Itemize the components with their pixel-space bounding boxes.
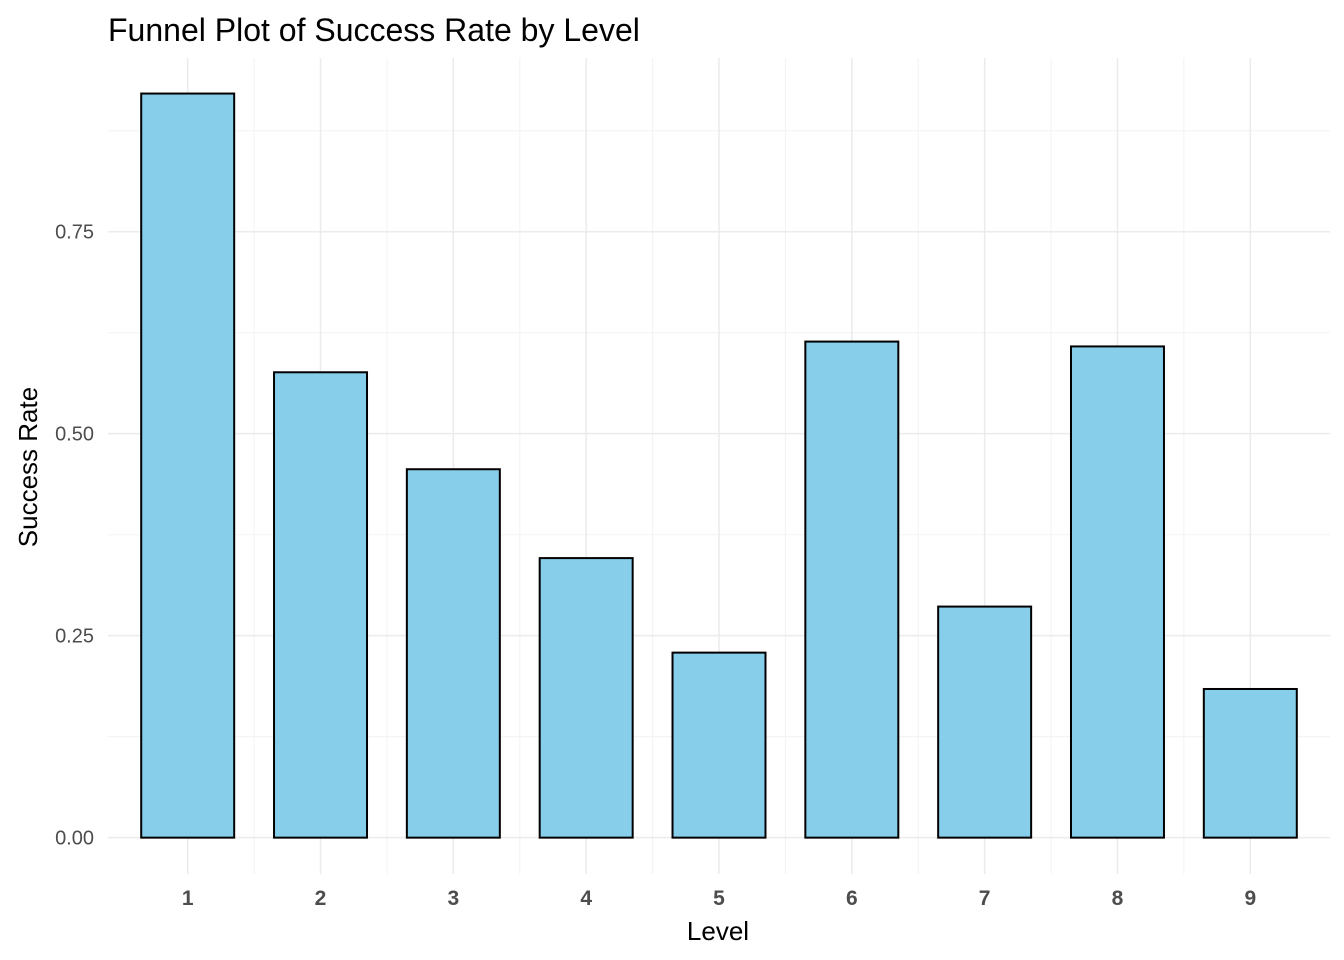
x-tick-label: 1 <box>182 887 194 910</box>
x-tick-label: 7 <box>979 887 991 910</box>
x-axis-tick-labels: 1 2 3 4 5 6 7 8 9 <box>182 887 1256 910</box>
x-tick-label: 2 <box>315 887 327 910</box>
chart-title: Funnel Plot of Success Rate by Level <box>108 12 640 48</box>
x-tick-label: 5 <box>713 887 725 910</box>
bar-level-3 <box>405 468 501 839</box>
bar-level-7 <box>937 605 1033 839</box>
x-tick-label: 9 <box>1244 887 1256 910</box>
bar-level-9 <box>1202 687 1298 839</box>
y-tick-label: 0.75 <box>55 222 94 244</box>
y-tick-label: 0.25 <box>55 626 94 648</box>
y-tick-label: 0.50 <box>55 424 94 446</box>
bar-level-4 <box>538 557 634 839</box>
bar-level-5 <box>671 651 767 839</box>
bar-level-1 <box>140 92 236 839</box>
x-tick-label: 3 <box>448 887 460 910</box>
bar-level-8 <box>1069 345 1165 839</box>
x-axis-title: Level <box>687 916 749 946</box>
y-axis-title: Success Rate <box>13 387 43 547</box>
bars <box>140 92 1298 839</box>
x-tick-label: 6 <box>846 887 858 910</box>
bar-level-6 <box>804 340 900 839</box>
x-tick-label: 4 <box>580 887 592 910</box>
bar-level-2 <box>273 371 369 839</box>
y-tick-label: 0.00 <box>55 828 94 850</box>
x-tick-label: 8 <box>1112 887 1124 910</box>
y-axis-tick-labels: 0.00 0.25 0.50 0.75 <box>55 222 94 850</box>
